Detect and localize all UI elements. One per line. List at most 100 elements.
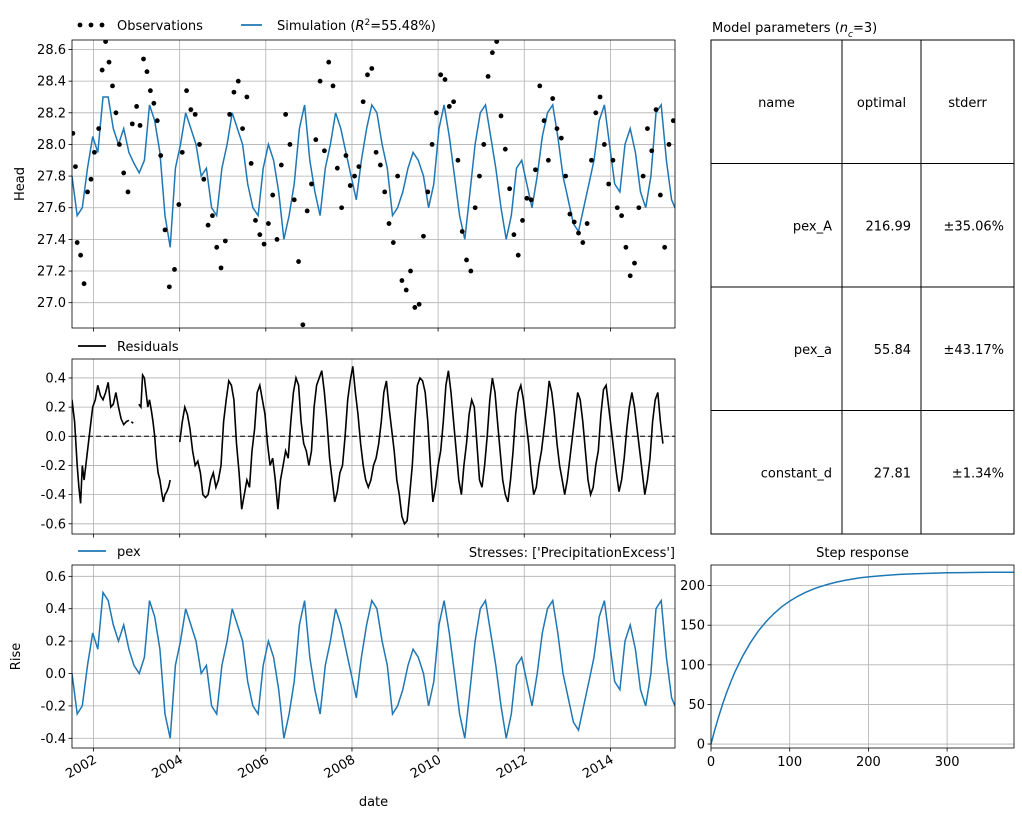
observation-point [421,233,426,239]
observation-point [390,240,396,245]
contribution-ytick-label: -0.2 [41,699,66,714]
residuals-legend: Residuals [78,340,179,355]
observation-point [477,173,482,179]
step-plot-area [711,571,1014,745]
observation-point [502,146,508,152]
observation-point [257,232,263,238]
observation-point [205,222,211,228]
head-ytick-label: 28.4 [37,75,66,90]
observation-point [533,167,538,173]
observation-point [550,96,556,101]
observation-point [386,221,392,226]
contribution-ytick-label: 0.2 [45,635,66,650]
parameter-table: Model parameters (nc=3) name optimal stderr… [710,21,1015,535]
contribution-ytick-label: 0.6 [45,570,66,585]
observation-point [395,173,401,179]
date-tick-label: 2008 [322,752,358,782]
observation-point [653,107,659,113]
observation-point [179,149,185,155]
observation-point [610,157,616,163]
legend-residuals-label: Residuals [117,340,179,355]
table-cell: constant_d [761,466,832,481]
observation-point [283,111,289,117]
observation-point [472,205,478,211]
head-plot-area [72,40,675,328]
table-cell: ±1.34% [952,466,1004,481]
observation-point [162,227,168,233]
stresses-title: Stresses: ['PrecipitationExcess'] [469,546,675,561]
legend-pex-label: pex [117,545,141,560]
observation-point [172,267,177,272]
observation-point [662,244,668,250]
observation-point [584,221,590,226]
head-ytick-label: 27.6 [37,201,66,216]
observation-point [184,88,189,94]
observation-point [657,192,663,198]
residuals-ytick-label: -0.4 [41,488,66,503]
observation-point [321,148,327,154]
observation-point [670,118,675,124]
observation-point [365,72,370,78]
residuals-line [178,366,664,526]
observation-point [73,164,78,169]
observation-point [166,284,172,290]
step-ytick-label: 50 [688,698,705,713]
observation-point [339,205,345,211]
observation-point [296,259,301,264]
table-cell: ±43.17% [944,343,1004,358]
head-ylabel: Head [13,167,28,201]
observation-point [261,241,267,247]
observation-point [72,130,76,136]
observation-point [188,107,194,113]
observation-point [455,157,461,163]
observation-point [317,78,323,84]
observation-point [253,217,258,223]
head-ytick-label: 27.4 [37,233,66,248]
observation-point [291,197,297,203]
observation-point [151,100,157,106]
observation-point [571,219,577,225]
observation-point [451,99,457,105]
observation-point [103,40,108,44]
residuals-line [72,382,130,504]
observation-point [96,126,102,132]
observation-point [468,268,474,274]
contribution-axes: -0.4 -0.2 0.0 0.2 0.4 0.6 Rise date Stresses: ['… [9,545,676,810]
observation-point [113,110,119,116]
observation-point [154,118,160,124]
step-response-line [711,571,1014,745]
observation-point [222,238,228,244]
observation-point [606,181,612,187]
observation-point [121,170,127,176]
observation-point [377,162,383,168]
observation-point [197,142,202,147]
observation-point [309,181,314,187]
observation-point [334,165,340,171]
step-xtick-label: 0 [707,755,715,770]
step-xtick-label: 300 [935,755,960,770]
step-ytick-label: 200 [680,579,705,594]
observation-point [481,142,487,147]
parameter-table-title: Model parameters (nc=3) [712,21,877,40]
observation-point [623,244,629,250]
residuals-line [130,421,134,424]
observation-point [520,217,525,223]
observation-point [645,126,650,132]
observation-point [313,137,319,143]
observation-point [563,173,568,179]
observation-point [278,162,284,168]
observation-point [597,94,603,100]
observation-point [356,164,362,169]
step-ytick-label: 150 [680,619,705,634]
observation-point [632,260,637,266]
date-xlabel: date [359,795,388,810]
observation-point [412,305,418,310]
date-tick-label: 2006 [236,752,272,782]
observation-point [494,40,500,44]
observation-point [244,94,250,100]
observation-point [438,72,444,78]
observation-point [640,173,646,179]
table-cell: pex_a [794,343,832,358]
observation-point [116,142,122,147]
head-frame [71,39,676,329]
